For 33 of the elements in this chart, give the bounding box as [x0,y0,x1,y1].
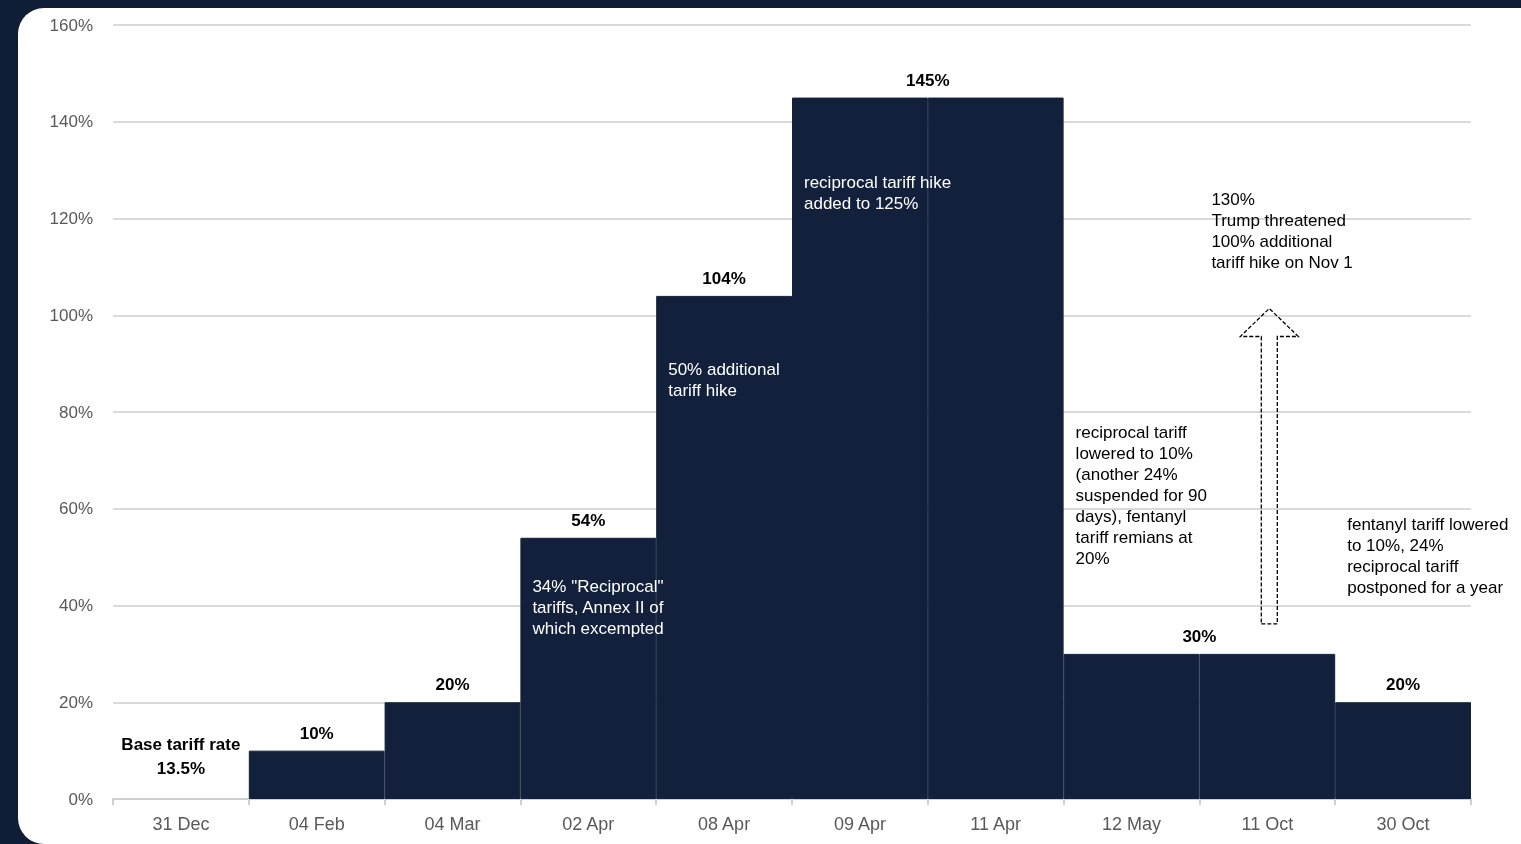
annotation: reciprocal tariff lowered to 10% (another 24% suspended for 90 days), fentanyl tariff remians at 20% [1075,422,1207,568]
y-tick-label: 160% [49,15,93,35]
x-tick-label: 09 Apr [833,814,886,834]
x-tick-label: 11 Oct [1241,814,1294,834]
x-tick-label: 04 Feb [288,814,345,834]
annotation: fentanyl tariff lowered to 10%, 24% reciprocal tariff postponed for a year [1347,514,1509,597]
x-tick-label: 12 May [1101,814,1162,834]
annotation: reciprocal tariff hike added to 125% [804,173,952,214]
x-tick-label: 11 Apr [970,814,1022,834]
x-tick-label: 31 Dec [152,814,210,834]
data-label: 30% [1182,626,1217,646]
y-tick-label: 60% [58,499,93,519]
x-tick-label: 04 Mar [424,814,481,834]
y-tick-label: 20% [58,692,93,712]
data-label: 20% [435,675,470,695]
x-tick-label: 30 Oct [1376,814,1430,834]
y-tick-label: 80% [58,402,93,422]
data-label: 54% [571,510,606,530]
y-tick-label: 40% [58,596,93,615]
y-tick-label: 100% [49,305,93,325]
data-label: 145% [906,70,950,90]
annotation: 34% "Reciprocal" tariffs, Annex II of which excempted [531,577,664,639]
y-tick-label: 140% [49,112,93,132]
y-tick-label: 120% [49,209,93,228]
y-tick-label: 0% [68,789,93,809]
x-tick-label: 08 Apr [698,814,751,834]
annotation: Base tariff rate 13.5% [121,734,241,778]
data-label: 20% [1386,675,1421,695]
data-label: 10% [299,723,334,743]
annotation: 50% additional tariff hike [668,359,780,400]
data-label: 104% [702,268,746,288]
annotation: 130% Trump threatened 100% additional tariff hike on Nov 1 [1211,190,1353,273]
x-tick-label: 02 Apr [562,814,615,834]
